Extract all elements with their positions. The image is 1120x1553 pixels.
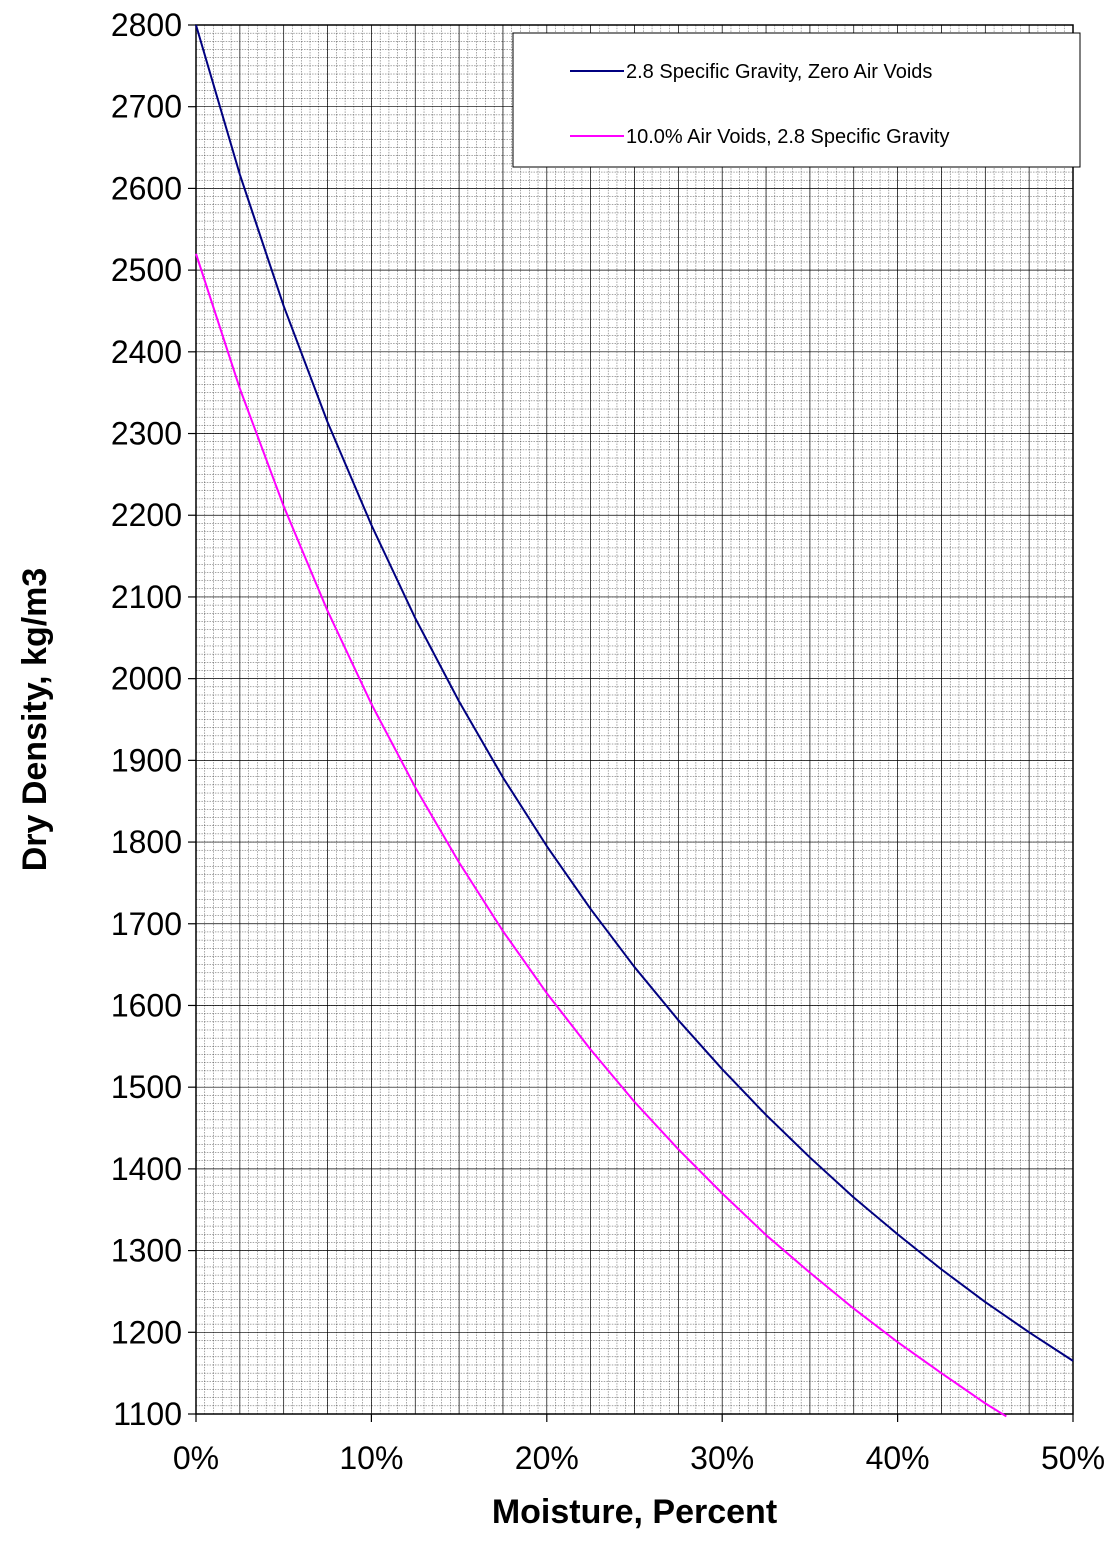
legend-label-2: 10.0% Air Voids, 2.8 Specific Gravity (626, 126, 950, 148)
series-layer (195, 24, 1074, 1418)
y-tick-label: 1700 (111, 906, 182, 942)
series-line-2 (195, 253, 1007, 1418)
y-tick-label: 2400 (111, 334, 182, 370)
x-tick-label: 30% (690, 1440, 754, 1476)
x-tick-label: 40% (866, 1440, 930, 1476)
y-axis-title: Dry Density, kg/m3 (16, 568, 54, 872)
y-tick-label: 2100 (111, 579, 182, 615)
y-tick-label: 1100 (113, 1396, 182, 1432)
x-axis-title: Moisture, Percent (492, 1493, 777, 1531)
y-tick-label: 1300 (111, 1233, 182, 1269)
plot-area-frame (195, 24, 1074, 1415)
y-tick-label: 1200 (111, 1314, 182, 1350)
major-grid-lines (195, 24, 1074, 1415)
y-tick-label: 2000 (111, 661, 182, 697)
y-tick-label: 2500 (111, 252, 182, 288)
x-tick-label: 10% (339, 1440, 403, 1476)
y-tick-label: 1800 (111, 824, 182, 860)
x-tick-label: 50% (1041, 1440, 1105, 1476)
y-tick-label: 2600 (111, 170, 182, 206)
y-tick-label: 2200 (111, 497, 182, 533)
y-tick-label: 2800 (111, 7, 182, 43)
y-tick-label: 1400 (111, 1151, 182, 1187)
legend: 2.8 Specific Gravity, Zero Air Voids 10.0… (512, 32, 1081, 168)
x-axis-ticks: 0% 10% 20% 30% 40% 50% (173, 1414, 1105, 1476)
series-line-1 (195, 24, 1074, 1362)
y-tick-label: 1900 (111, 742, 182, 778)
y-tick-label: 2700 (111, 89, 182, 125)
y-tick-label: 2300 (111, 416, 182, 452)
major-gridlines (195, 24, 1074, 1415)
x-tick-label: 20% (515, 1440, 579, 1476)
y-tick-label: 1600 (111, 987, 182, 1023)
legend-box (512, 32, 1081, 168)
legend-label-1: 2.8 Specific Gravity, Zero Air Voids (626, 61, 932, 83)
x-tick-label: 0% (173, 1440, 219, 1476)
y-axis-ticks: 1100 1200 1300 1400 1500 1600 1700 1800 1900 2000… (111, 7, 196, 1432)
y-tick-label: 1500 (111, 1069, 182, 1105)
